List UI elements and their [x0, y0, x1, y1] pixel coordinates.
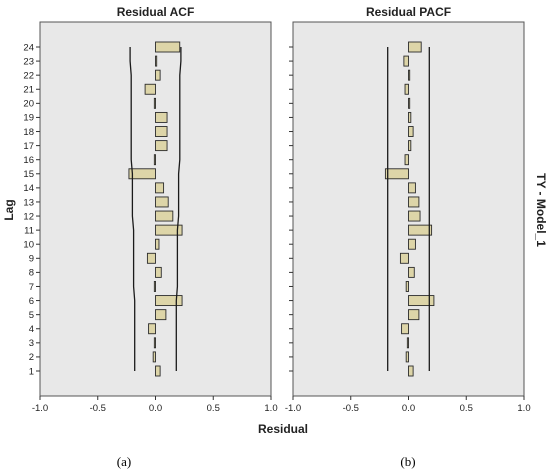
y-tick-label: 18: [23, 127, 34, 138]
bar-lag-20: [153, 97, 156, 109]
bar-lag-13: [155, 196, 169, 208]
x-tick-label: 1.0: [517, 403, 530, 414]
y-tick-label: 4: [29, 324, 34, 335]
bar-lag-8: [155, 266, 162, 278]
bar-lag-2: [152, 351, 156, 363]
bar-lag-18: [408, 126, 414, 137]
y-tick-label: 6: [29, 296, 34, 307]
y-tick-label: 5: [29, 310, 34, 321]
y-tick-label: 13: [23, 197, 34, 208]
y-tick-label: 11: [24, 225, 34, 236]
y-tick-label: 2: [29, 352, 34, 363]
bar-lag-6: [408, 295, 435, 307]
x-tick-label: -1.0: [32, 403, 48, 414]
x-tick-label: 1.0: [264, 403, 277, 414]
bar-lag-9: [146, 252, 156, 264]
bar-lag-17: [155, 140, 168, 152]
bar-lag-3: [153, 337, 156, 349]
y-tick-label: 9: [29, 254, 34, 265]
bar-lag-1: [155, 365, 161, 377]
bar-lag-1: [408, 365, 414, 377]
bar-lag-21: [404, 83, 409, 95]
panel-acf: Residual ACF1234567891011121314151617181…: [23, 5, 277, 414]
bar-lag-23: [403, 55, 409, 67]
y-tick-label: 16: [23, 155, 34, 166]
bar-lag-16: [404, 154, 409, 166]
bar-lag-12: [155, 210, 174, 222]
bar-lag-22: [408, 69, 411, 81]
chart-panels: Residual ACF1234567891011121314151617181…: [23, 5, 530, 414]
model-label: TY - Model_1: [534, 173, 548, 247]
y-tick-label: 12: [23, 211, 34, 222]
y-tick-label: 17: [23, 141, 34, 152]
caption-b: (b): [400, 454, 415, 469]
x-tick-label: -0.5: [90, 403, 106, 414]
bar-lag-6: [155, 295, 183, 307]
bar-lag-12: [408, 210, 421, 222]
bar-lag-17: [408, 140, 412, 152]
x-tick-label: 0.0: [402, 403, 415, 414]
x-tick-label: 0.5: [207, 403, 220, 414]
y-tick-label: 24: [23, 42, 34, 53]
panel-pacf: Residual PACF -1.0 -0.5 0.0 0.5 1.0: [285, 5, 531, 414]
bar-lag-10: [155, 238, 160, 250]
bar-lag-15: [384, 168, 409, 180]
bar-lag-24: [155, 41, 181, 53]
bar-lag-18: [155, 126, 168, 137]
caption-a: (a): [117, 454, 131, 469]
x-tick-label: -0.5: [343, 403, 359, 414]
bar-lag-21: [144, 83, 156, 95]
bar-lag-11: [155, 224, 183, 236]
x-tick-label: 0.0: [149, 403, 162, 414]
bar-lag-3: [406, 337, 409, 349]
bar-lag-7: [405, 281, 409, 292]
panel-title: Residual PACF: [366, 5, 451, 19]
y-tick-label: 3: [29, 338, 34, 349]
y-tick-label: 19: [23, 113, 34, 124]
y-tick-label: 8: [29, 268, 34, 279]
x-tick-label: 0.5: [460, 403, 473, 414]
x-axis-title: Residual: [258, 422, 308, 436]
bar-lag-24: [408, 41, 422, 53]
bar-lag-10: [408, 238, 416, 250]
bar-lag-8: [408, 266, 415, 278]
bar-lag-19: [155, 111, 168, 123]
bar-lag-19: [408, 111, 412, 123]
bar-lag-11: [408, 224, 433, 236]
bar-lag-13: [408, 196, 420, 208]
bar-lag-2: [405, 351, 409, 363]
y-tick-label: 14: [23, 183, 34, 194]
y-axis-title: Lag: [2, 199, 16, 220]
y-tick-label: 1: [29, 366, 34, 377]
bar-lag-22: [155, 69, 161, 81]
bar-lag-20: [408, 97, 411, 109]
y-tick-label: 21: [23, 85, 34, 96]
x-tick-label: -1.0: [285, 403, 301, 414]
bar-lag-16: [153, 154, 156, 166]
bar-lag-23: [155, 55, 158, 67]
panel-title: Residual ACF: [117, 5, 195, 19]
bar-lag-15: [128, 168, 156, 180]
bar-lag-9: [399, 252, 409, 264]
bar-lag-5: [155, 309, 167, 321]
y-tick-label: 7: [29, 282, 34, 293]
y-tick-label: 23: [23, 56, 34, 67]
lower-confidence-limit: [129, 47, 136, 371]
upper-confidence-limit: [175, 47, 182, 371]
y-tick-label: 20: [23, 99, 34, 110]
bar-lag-4: [148, 323, 156, 335]
y-tick-label: 10: [23, 240, 34, 251]
bar-lag-7: [153, 281, 156, 292]
y-tick-label: 22: [23, 70, 34, 81]
bar-lag-14: [408, 182, 416, 194]
bar-lag-4: [401, 323, 409, 335]
bar-lag-14: [155, 182, 165, 194]
bar-lag-5: [408, 309, 420, 321]
y-tick-label: 15: [23, 169, 34, 180]
